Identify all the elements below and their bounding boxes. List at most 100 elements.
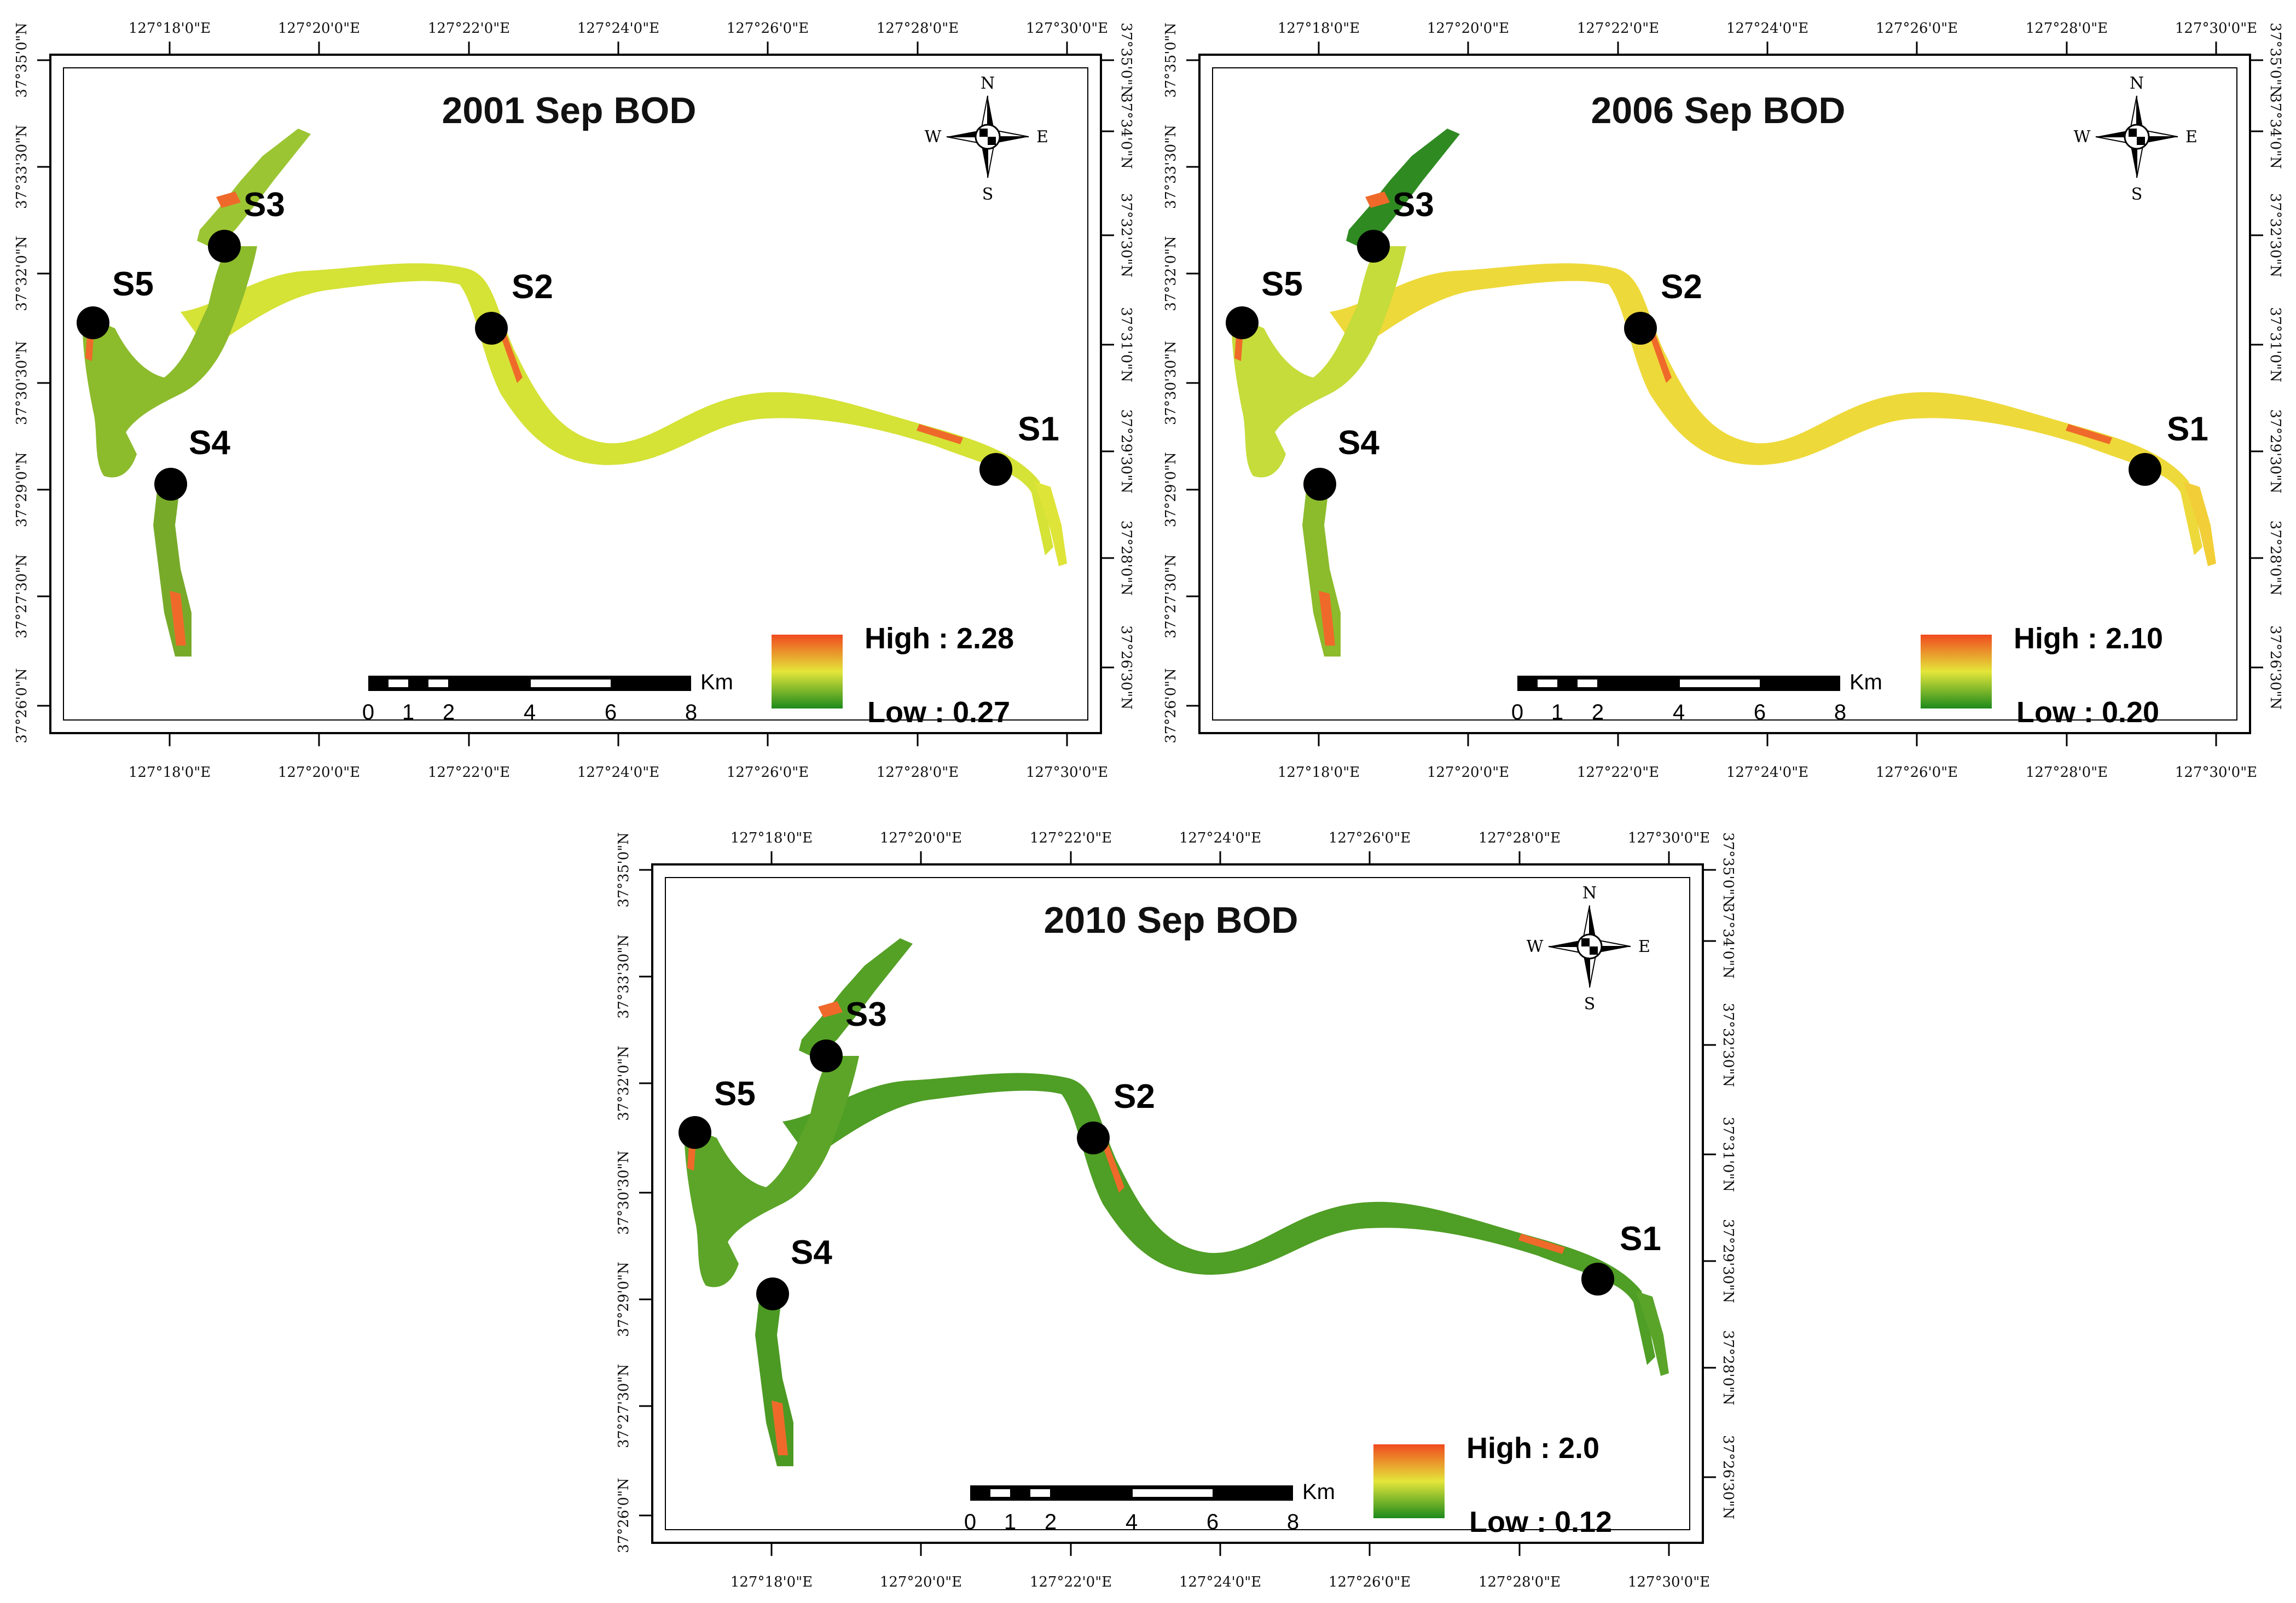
lon-label-bottom: 127°30'0"E (1628, 1574, 1710, 1590)
scale-bar: Km 0 1 2 4 6 8 (1511, 670, 1882, 724)
lat-label-left: 37°32'0"N (1163, 236, 1179, 311)
lat-label-left: 37°35'0"N (616, 832, 632, 908)
lon-label-bottom: 127°28'0"E (2026, 764, 2108, 781)
svg-text:8: 8 (685, 700, 697, 724)
lon-label-bottom: 127°26'0"E (727, 764, 809, 781)
north-arrow-icon: N S W E (2074, 74, 2198, 204)
map-neatline (1212, 67, 2237, 721)
lon-label-top: 127°28'0"E (877, 20, 959, 37)
lon-label-top: 127°18'0"E (730, 830, 813, 846)
legend-color-ramp (772, 635, 843, 708)
lat-label-left: 37°29'0"N (616, 1262, 632, 1337)
svg-text:2: 2 (443, 700, 455, 724)
station-s3-label: S3 (1393, 186, 1434, 224)
lat-label-right: 37°34'0"N (1118, 94, 1133, 169)
station-s1-marker (979, 453, 1012, 486)
station-s4-label: S4 (1338, 424, 1379, 462)
lat-label-right: 37°35'0"N (1118, 22, 1133, 98)
svg-text:E: E (1638, 937, 1650, 956)
lat-label-right: 37°29'30"N (1118, 409, 1133, 493)
station-s5-marker (679, 1116, 711, 1149)
map-2010-panel: 127°18'0"E 127°20'0"E 127°22'0"E 127°24'… (602, 810, 1735, 1603)
lon-label-top: 127°28'0"E (2026, 20, 2108, 37)
lat-label-right: 37°32'30"N (2267, 193, 2282, 277)
station-s1-label: S1 (1018, 410, 1059, 448)
station-s3-label: S3 (845, 996, 887, 1033)
lon-label-bottom: 127°28'0"E (1479, 1574, 1561, 1590)
lat-label-right: 37°35'0"N (1720, 832, 1735, 908)
lon-label-top: 127°18'0"E (129, 20, 211, 37)
lat-label-right: 37°34'0"N (2267, 94, 2282, 169)
map-title: 2010 Sep BOD (1044, 899, 1298, 941)
right-latitude-labels: 37°35'0"N 37°34'0"N 37°32'30"N 37°31'0"N… (1720, 832, 1735, 1519)
map-title: 2001 Sep BOD (442, 90, 697, 131)
scale-unit: Km (700, 670, 733, 694)
station-s5-marker (77, 306, 109, 339)
lon-label-bottom: 127°20'0"E (880, 1574, 962, 1590)
lon-label-bottom: 127°22'0"E (1030, 1574, 1112, 1590)
left-latitude-labels: 37°35'0"N 37°33'30"N 37°32'0"N 37°30'30"… (14, 22, 30, 744)
bod-legend: High : 2.28 Low : 0.27 (772, 622, 1014, 729)
station-s5-label: S5 (112, 265, 154, 303)
lon-label-bottom: 127°18'0"E (1278, 764, 1360, 781)
lon-label-bottom: 127°30'0"E (2175, 764, 2257, 781)
lat-label-right: 37°31'0"N (1720, 1117, 1735, 1192)
svg-text:8: 8 (1834, 700, 1846, 724)
lon-label-top: 127°20'0"E (1427, 20, 1509, 37)
station-s4-marker (756, 1277, 789, 1310)
station-s2-label: S2 (1661, 268, 1702, 306)
lat-label-left: 37°27'30"N (1163, 554, 1179, 638)
legend-low-label: Low : 0.27 (867, 696, 1010, 729)
river-bod-raster (82, 129, 1067, 657)
lon-label-bottom: 127°22'0"E (1577, 764, 1659, 781)
lat-label-left: 37°32'0"N (14, 236, 30, 311)
station-markers: S1 S2 S3 S4 S5 (77, 186, 1059, 501)
lat-label-right: 37°29'30"N (2267, 409, 2282, 493)
station-s1-marker (1581, 1263, 1614, 1296)
map-frame (651, 863, 1704, 1544)
tick-marks (1186, 42, 2263, 746)
lat-label-left: 37°35'0"N (14, 22, 30, 98)
svg-text:N: N (2130, 74, 2144, 93)
station-s1-label: S1 (2167, 410, 2208, 448)
svg-text:6: 6 (1207, 1510, 1219, 1534)
map-frame (49, 54, 1102, 734)
svg-text:E: E (1036, 127, 1048, 147)
station-markers: S1 S2 S3 S4 S5 (679, 996, 1661, 1310)
lon-label-top: 127°24'0"E (577, 20, 659, 37)
lon-label-top: 127°30'0"E (2175, 20, 2257, 37)
legend-low-label: Low : 0.20 (2016, 696, 2159, 729)
bod-map: 127°18'0"E 127°20'0"E 127°22'0"E 127°24'… (1163, 20, 2282, 781)
scale-bar: Km 0 1 2 4 6 8 (964, 1480, 1335, 1534)
legend-color-ramp (1921, 635, 1992, 708)
lon-label-top: 127°28'0"E (1479, 830, 1561, 846)
bottom-longitude-labels: 127°18'0"E 127°20'0"E 127°22'0"E 127°24'… (1278, 764, 2257, 781)
map-2006-panel: 127°18'0"E 127°20'0"E 127°22'0"E 127°24'… (1149, 0, 2282, 793)
lat-label-right: 37°28'0"N (1720, 1330, 1735, 1405)
lat-label-right: 37°32'30"N (1720, 1003, 1735, 1087)
station-s4-label: S4 (791, 1234, 832, 1271)
lat-label-left: 37°27'30"N (14, 554, 30, 638)
north-arrow-icon: N S W E (1527, 884, 1650, 1014)
station-s3-marker (208, 230, 241, 263)
station-s4-marker (154, 468, 187, 501)
lon-label-top: 127°26'0"E (1876, 20, 1958, 37)
lat-label-right: 37°35'0"N (2267, 22, 2282, 98)
svg-text:4: 4 (524, 700, 536, 724)
station-s2-marker (1077, 1122, 1110, 1154)
lon-label-bottom: 127°30'0"E (1026, 764, 1108, 781)
station-markers: S1 S2 S3 S4 S5 (1226, 186, 2208, 501)
lat-label-right: 37°34'0"N (1720, 903, 1735, 979)
north-arrow-icon: N S W E (925, 74, 1048, 204)
lat-label-left: 37°30'30"N (14, 341, 30, 425)
station-s4-marker (1303, 468, 1336, 501)
station-s2-label: S2 (1114, 1078, 1155, 1116)
lon-label-top: 127°24'0"E (1726, 20, 1808, 37)
lat-label-left: 37°27'30"N (616, 1364, 632, 1448)
tick-marks (37, 42, 1114, 746)
lat-label-right: 37°28'0"N (1118, 520, 1133, 596)
left-latitude-labels: 37°35'0"N 37°33'30"N 37°32'0"N 37°30'30"… (1163, 22, 1179, 744)
lat-label-left: 37°26'0"N (1163, 668, 1179, 744)
top-longitude-labels: 127°18'0"E 127°20'0"E 127°22'0"E 127°24'… (129, 20, 1108, 37)
lat-label-left: 37°26'0"N (14, 668, 30, 744)
